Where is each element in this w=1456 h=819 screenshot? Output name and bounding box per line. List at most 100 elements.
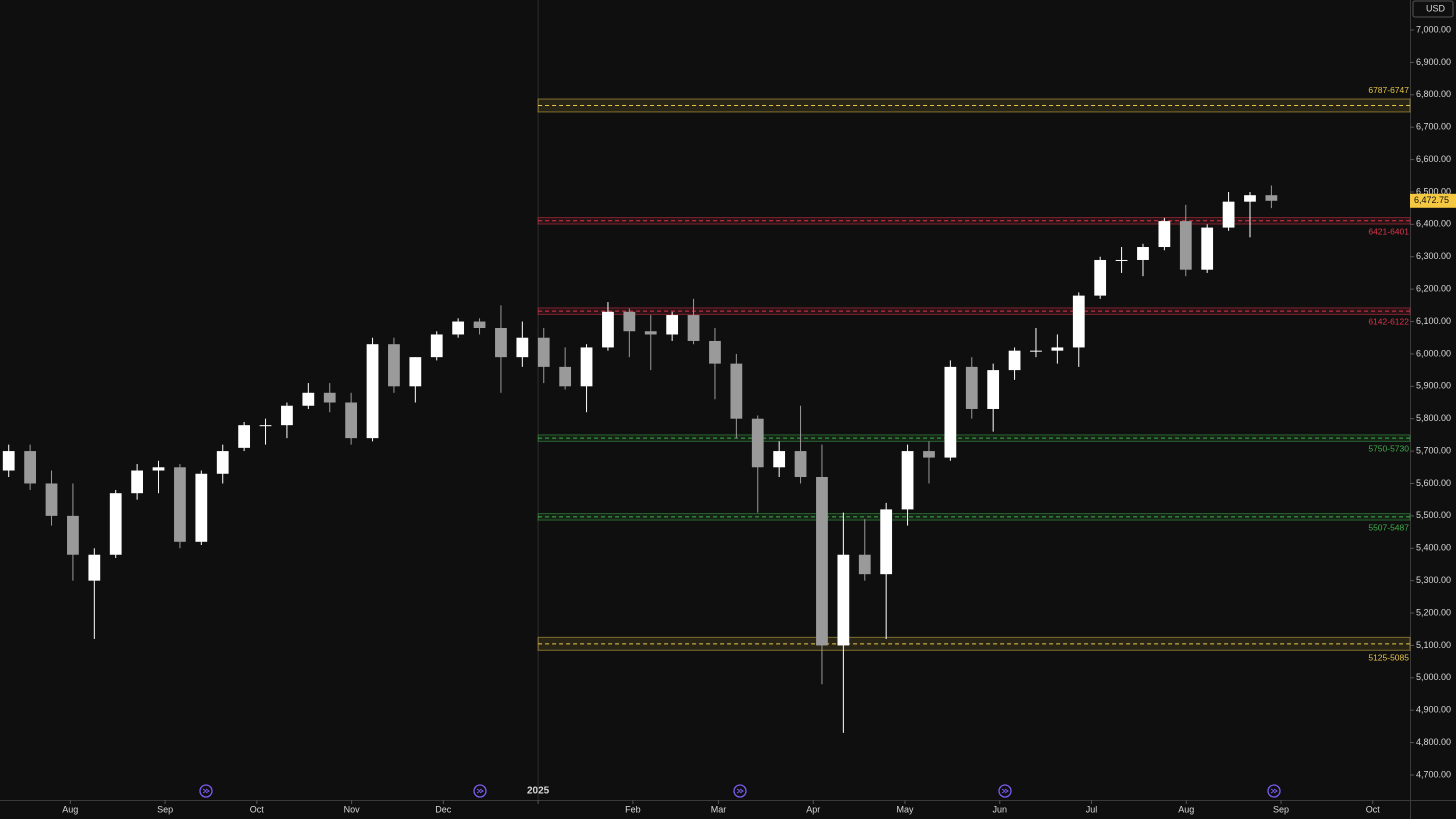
candle-body	[1094, 259, 1107, 296]
candle-body	[1051, 347, 1064, 351]
y-tick-label: 6,800.00	[1416, 89, 1451, 99]
candle-body	[1137, 247, 1149, 260]
y-tick-label: 6,200.00	[1416, 284, 1451, 294]
y-tick-label: 6,700.00	[1416, 122, 1451, 132]
y-tick-label: 6,100.00	[1416, 316, 1451, 326]
event-icon[interactable]	[733, 784, 747, 798]
event-icon[interactable]	[1267, 784, 1281, 798]
candle-body	[602, 311, 614, 348]
candle-body	[238, 425, 251, 448]
x-tick-label: Sep	[1273, 804, 1289, 814]
x-tick-label: Feb	[625, 804, 641, 814]
y-tick-label: 6,900.00	[1416, 57, 1451, 67]
y-tick-label: 5,700.00	[1416, 445, 1451, 455]
event-icons	[199, 784, 1281, 798]
candle-body	[45, 483, 58, 516]
x-tick-label: Mar	[711, 804, 727, 814]
candle-body	[1008, 350, 1021, 371]
candle-body	[901, 451, 914, 510]
y-tick-label: 6,400.00	[1416, 219, 1451, 229]
candle-body	[1244, 195, 1256, 202]
x-tick-label: Apr	[806, 804, 820, 814]
candle-body	[666, 315, 679, 335]
x-tick-label: Oct	[1366, 804, 1381, 814]
candle-body	[302, 392, 315, 406]
candle-body	[281, 405, 293, 426]
last-price-label: 6,472.75	[1414, 195, 1449, 205]
event-icon[interactable]	[998, 784, 1012, 798]
candle-body	[773, 451, 786, 468]
candle-body	[837, 554, 850, 646]
y-tick-label: 5,400.00	[1416, 543, 1451, 553]
candle-body	[216, 451, 229, 474]
candle-body	[816, 477, 828, 646]
candle-body	[580, 347, 593, 387]
y-tick-label: 5,500.00	[1416, 510, 1451, 520]
zone-label: 6142-6122	[1368, 317, 1409, 327]
candle-body	[516, 337, 529, 358]
candle-body	[152, 467, 165, 471]
zone-label: 6787-6747	[1368, 85, 1409, 95]
candle-body	[709, 340, 721, 364]
candle-body	[644, 331, 657, 335]
y-tick-label: 6,000.00	[1416, 348, 1451, 358]
currency-box[interactable]	[1412, 0, 1454, 18]
x-tick-label: Nov	[344, 804, 361, 814]
candle-body	[430, 334, 443, 358]
y-tick-label: 5,100.00	[1416, 640, 1451, 650]
y-tick-label: 5,000.00	[1416, 672, 1451, 682]
y-tick-label: 4,900.00	[1416, 705, 1451, 715]
candle-body	[1115, 259, 1128, 261]
candle-body	[388, 344, 400, 387]
candle-body	[495, 328, 507, 358]
zone-label: 5125-5085	[1368, 653, 1409, 663]
candle-body	[1265, 195, 1278, 201]
y-tick-label: 6,600.00	[1416, 154, 1451, 164]
last-price-box	[1410, 193, 1456, 208]
candle-body	[473, 321, 486, 328]
candle-body	[88, 554, 101, 581]
candle-body	[174, 467, 186, 542]
candle-body	[559, 366, 572, 387]
candle-body	[366, 344, 379, 439]
candle-body	[794, 451, 807, 477]
candle-body	[537, 337, 550, 367]
candle-body	[409, 357, 422, 387]
zone-label: 6421-6401	[1368, 226, 1409, 236]
candle-body	[109, 493, 122, 555]
candle-body	[1072, 295, 1085, 348]
candle-body	[623, 311, 636, 332]
y-tick-label: 5,200.00	[1416, 607, 1451, 617]
candle-body	[965, 366, 978, 409]
x-tick-label: Jun	[992, 804, 1007, 814]
event-icon[interactable]	[199, 784, 213, 798]
candle-body	[880, 509, 893, 575]
candle-body	[1222, 201, 1235, 228]
y-tick-label: 6,500.00	[1416, 186, 1451, 196]
y-tick-label: 5,300.00	[1416, 575, 1451, 585]
candle-body	[452, 321, 465, 335]
candle-body	[1179, 221, 1192, 270]
x-tick-label: Jul	[1086, 804, 1098, 814]
candle-body	[67, 515, 79, 555]
candle-body	[858, 554, 871, 575]
y-tick-label: 4,800.00	[1416, 737, 1451, 747]
candle-body	[1201, 227, 1214, 270]
candle-body	[323, 392, 336, 403]
x-tick-label: Aug	[62, 804, 78, 814]
currency: USD	[1426, 3, 1446, 13]
y-tick-label: 5,900.00	[1416, 381, 1451, 391]
candle-body	[2, 451, 15, 471]
zone-label: 5507-5487	[1368, 522, 1409, 532]
candle-body	[259, 425, 272, 427]
y-tick-label: 4,700.00	[1416, 769, 1451, 779]
y-tick-label: 5,800.00	[1416, 413, 1451, 423]
candle-body	[195, 473, 208, 542]
candle-body	[345, 402, 358, 439]
x-tick-label: Aug	[1178, 804, 1194, 814]
candle-body	[1030, 350, 1042, 352]
zone-label: 5750-5730	[1368, 444, 1409, 454]
event-icon[interactable]	[473, 784, 487, 798]
